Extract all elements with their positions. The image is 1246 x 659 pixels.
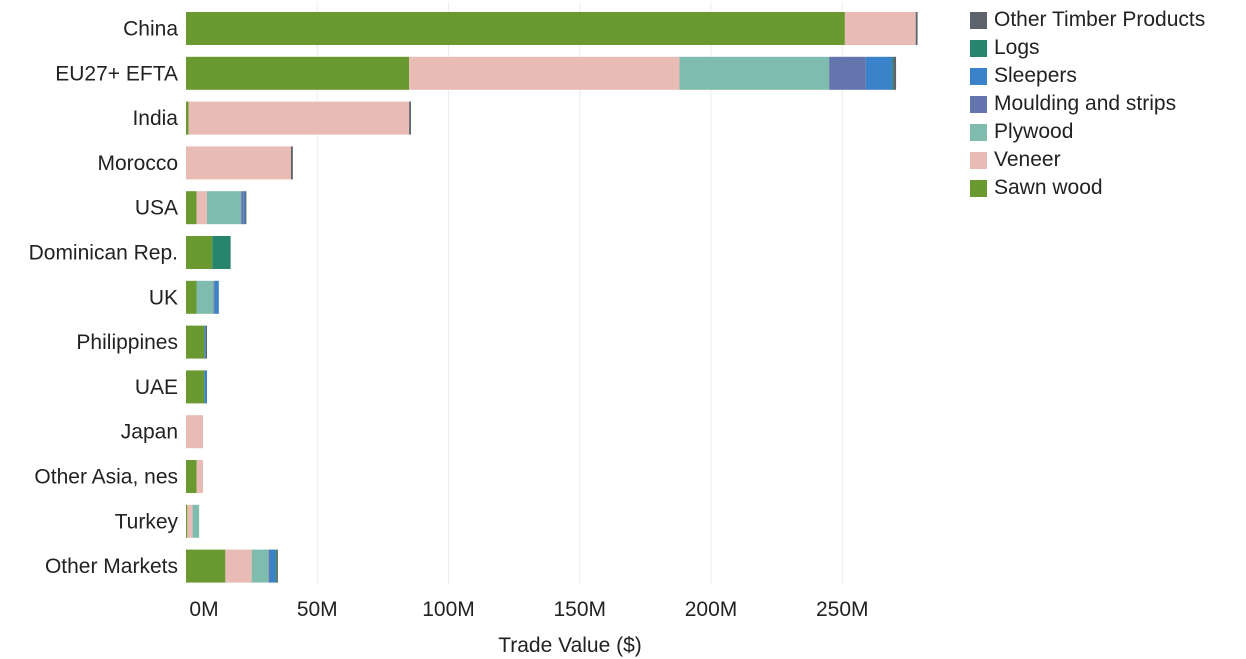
bar-segment bbox=[186, 12, 845, 45]
bar-segment bbox=[196, 280, 214, 314]
bar-segment bbox=[204, 325, 206, 359]
category-label: China bbox=[123, 18, 178, 41]
category-label: Japan bbox=[121, 421, 178, 444]
bar-segment bbox=[188, 101, 410, 135]
bar-segment bbox=[186, 101, 189, 135]
category-label: UAE bbox=[135, 376, 178, 399]
bar-segment bbox=[225, 549, 252, 583]
category-label: UK bbox=[149, 286, 178, 309]
bar-segment bbox=[186, 236, 213, 269]
x-tick-label: 0M bbox=[189, 598, 218, 621]
bar-segment bbox=[276, 549, 278, 583]
bar-segment bbox=[186, 504, 188, 538]
x-tick-label: 150M bbox=[553, 598, 606, 621]
x-tick-label: 250M bbox=[816, 598, 869, 621]
category-label: Philippines bbox=[76, 331, 178, 354]
bar-segment bbox=[207, 191, 242, 225]
category-label: USA bbox=[135, 197, 178, 220]
legend-swatch bbox=[970, 95, 987, 113]
legend-item: Logs bbox=[970, 34, 1205, 62]
legend-swatch bbox=[970, 39, 987, 57]
bar-segment bbox=[186, 415, 204, 449]
bar-segment bbox=[186, 549, 226, 583]
category-label: EU27+ EFTA bbox=[55, 62, 178, 85]
x-tick-labels: 0M 50M 100M 150M 200M 250M bbox=[189, 598, 868, 621]
category-label: Dominican Rep. bbox=[29, 242, 178, 265]
x-tick-label: 50M bbox=[297, 598, 338, 621]
legend-label: Sleepers bbox=[994, 64, 1077, 87]
bar-segment bbox=[186, 370, 205, 404]
bar-segment bbox=[212, 236, 231, 269]
bar-segment bbox=[892, 56, 894, 90]
bar-segment bbox=[187, 504, 193, 538]
bar-segment bbox=[245, 191, 247, 225]
bar-segment bbox=[213, 280, 215, 314]
category-label: Morocco bbox=[97, 152, 178, 175]
bar-segment bbox=[196, 460, 204, 493]
category-labels: China EU27+ EFTA India Morocco USA Dominican … bbox=[29, 18, 179, 579]
bar-segment bbox=[186, 325, 205, 359]
bar-segment bbox=[204, 370, 207, 404]
legend-swatch bbox=[970, 151, 987, 169]
bars bbox=[186, 12, 918, 583]
legend-swatch bbox=[970, 179, 987, 197]
legend-swatch bbox=[970, 123, 987, 141]
bar-segment bbox=[270, 549, 276, 583]
bar-segment bbox=[893, 56, 897, 90]
bar-segment bbox=[186, 146, 291, 180]
legend-label: Sawn wood bbox=[994, 176, 1103, 199]
gridlines bbox=[316, 2, 843, 584]
bar-segment bbox=[409, 56, 680, 90]
legend-label: Plywood bbox=[994, 120, 1074, 143]
bar-segment bbox=[275, 549, 277, 583]
bar-segment bbox=[844, 12, 916, 45]
bar-segment bbox=[251, 549, 269, 583]
legend-swatch bbox=[970, 67, 987, 85]
x-axis-title: Trade Value ($) bbox=[498, 634, 642, 657]
bar-segment bbox=[241, 191, 244, 225]
legend-item: Moulding and strips bbox=[970, 90, 1205, 118]
legend-label: Moulding and strips bbox=[994, 92, 1177, 115]
bar-segment bbox=[865, 56, 893, 90]
category-label: Other Markets bbox=[45, 555, 178, 578]
bar-segment bbox=[186, 56, 410, 90]
bar-segment bbox=[196, 191, 207, 225]
x-tick-label: 200M bbox=[685, 598, 738, 621]
bar-segment bbox=[186, 191, 197, 225]
bar-segment bbox=[915, 12, 918, 45]
bar-segment bbox=[243, 191, 246, 225]
legend-label: Other Timber Products bbox=[994, 8, 1206, 31]
bar-segment bbox=[214, 280, 219, 314]
bar-segment bbox=[205, 325, 207, 359]
legend-item: Plywood bbox=[970, 118, 1205, 146]
legend-label: Logs bbox=[994, 36, 1040, 59]
bar-segment bbox=[268, 549, 270, 583]
legend-item: Other Timber Products bbox=[970, 6, 1205, 34]
x-tick-label: 100M bbox=[422, 598, 475, 621]
bar-segment bbox=[679, 56, 830, 90]
legend: Other Timber Products Logs Sleepers Mouldin… bbox=[970, 6, 1205, 202]
category-label: India bbox=[132, 107, 178, 130]
bar-segment bbox=[291, 146, 293, 180]
legend-label: Veneer bbox=[994, 148, 1061, 171]
bar-segment bbox=[829, 56, 866, 90]
legend-item: Veneer bbox=[970, 146, 1205, 174]
legend-swatch bbox=[970, 11, 987, 29]
bar-segment bbox=[192, 504, 200, 538]
category-label: Turkey bbox=[115, 510, 179, 533]
legend-item: Sawn wood bbox=[970, 174, 1205, 202]
category-label: Other Asia, nes bbox=[34, 466, 178, 489]
bar-segment bbox=[186, 460, 197, 493]
legend-item: Sleepers bbox=[970, 62, 1205, 90]
bar-segment bbox=[186, 280, 197, 314]
bar-segment bbox=[409, 101, 411, 135]
